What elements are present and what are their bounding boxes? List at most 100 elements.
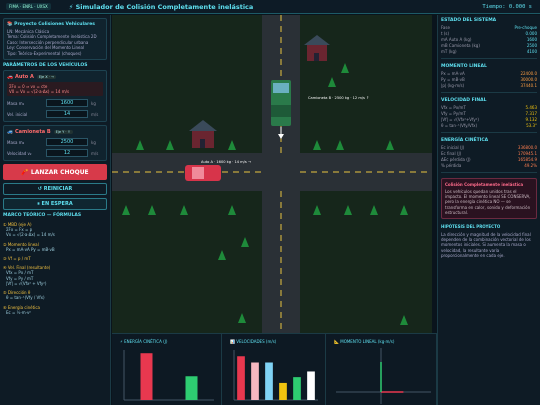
chart-panel: 📐 MOMENTO LINEAL (kg·m/s) — [326, 333, 437, 405]
hypothesis-text: La dirección y magnitud de la velocidad … — [441, 232, 531, 258]
row-label: Ec final (J) — [441, 151, 462, 156]
row-value: 0.000 — [525, 31, 537, 36]
vehicle-title: 🚙 Camioneta B — [7, 129, 51, 136]
status-row: ΔEc pérdida (J) 165854.9 — [441, 157, 537, 163]
theory: MARCO TEÓRICO — FÓRMULAS ① MBD (eje A) ΣFx… — [3, 213, 107, 315]
vehicle-name: 🚗 Auto A Eje X · → — [7, 74, 103, 80]
houses — [189, 35, 330, 148]
info-text: Los vehículos quedan unidos tras el impa… — [445, 189, 531, 215]
row-value: 53.3° — [526, 123, 537, 128]
field-input[interactable]: 14 — [46, 110, 88, 119]
section-title: PARÁMETROS DE LOS VEHÍCULOS — [3, 63, 88, 69]
status-row: θ = tan⁻¹(Vfy/Vfx) 53.3° — [441, 123, 537, 129]
field-label: Masa m₁ — [7, 100, 25, 106]
row-value: 9.132 — [525, 117, 537, 122]
theory-line: θ = tan⁻¹(Vfy / Vfx) — [6, 295, 45, 301]
theory-line: Px = mA·vA Py = mB·vB — [6, 246, 55, 252]
chart-title: ⚡ ENERGÍA CINÉTICA (J) — [120, 339, 168, 344]
project-line: Tipo: Teórico-Experimental (choques) — [7, 50, 82, 56]
field-unit: kg — [91, 139, 96, 145]
theory-line: Vfx = Px / mT — [6, 270, 34, 276]
chart-title: 📐 MOMENTO LINEAL (kg·m/s) — [334, 339, 395, 344]
vehicle-card: 🚗 Auto A Eje X · → ΣFx = 0 ⇒ vx = cte V0 = … — [3, 70, 107, 123]
theory-head: ④ Vel. Final (resultante) — [3, 265, 51, 271]
field: Velocidad v₂ 12 m/s — [7, 149, 103, 158]
field-unit: m/s — [91, 111, 99, 117]
field-unit: m/s — [91, 150, 99, 156]
row-value: Pre-choque — [514, 25, 537, 30]
chart-panel: ⚡ ENERGÍA CINÉTICA (J) — [112, 333, 222, 405]
row-label: mA Auto A (kg) — [441, 37, 472, 42]
vehicle-badge: Eje X · → — [36, 75, 56, 80]
row-label: |Vf| = √(Vfx²+Vfy²) — [441, 117, 479, 122]
status-row: Vfx = Px/mT 5.463 — [441, 105, 537, 111]
row-value: 1600 — [526, 37, 537, 42]
top-bar: FIMA · ENRL · UXSX ⚡ Simulador de Colisi… — [0, 0, 540, 14]
timer: Tiempo: 0.000 s — [482, 3, 532, 10]
field-label: Vel. inicial — [7, 111, 28, 117]
info-box: Colisión Completamente inelástica Los veh… — [441, 178, 537, 220]
status-row: % pérdida 49.2% — [441, 163, 537, 169]
status-row: mB Camioneta (kg) 2500 — [441, 43, 537, 49]
status-section: MOMENTO LINEAL Px = mA·vA 22400.0 Py = mB·v… — [441, 64, 537, 93]
truck-label: Camioneta B · 2500 kg · 12 m/s ↑ — [308, 96, 369, 100]
bar — [237, 356, 245, 400]
theory-head: ② Momento lineal — [3, 241, 39, 247]
hypothesis: HIPÓTESIS DEL PROYECTO La dirección y mag… — [441, 224, 537, 258]
row-label: mB Camioneta (kg) — [441, 43, 480, 48]
vehicle-badge: Eje Y · ↑ — [53, 130, 73, 135]
row-value: 336800.0 — [517, 145, 537, 150]
section-title: VELOCIDAD FINAL — [441, 98, 487, 103]
field: Vel. inicial 14 m/s — [7, 110, 103, 119]
status-row: Fase Pre-choque — [441, 25, 537, 31]
section-title: ENERGÍA CINÉTICA — [441, 138, 489, 143]
vehicle-card: 🚙 Camioneta B Eje Y · ↑ Masa m₂ 2500 kg Veloc… — [3, 125, 107, 162]
row-label: Py = mB·vB — [441, 77, 465, 82]
section-title: MOMENTO LINEAL — [441, 64, 487, 69]
formula: ΣFx = 0 ⇒ vx = cte — [9, 84, 48, 90]
bar — [279, 382, 287, 400]
row-label: Ec inicial (J) — [441, 145, 465, 150]
status-row: Ec final (J) 170945.1 — [441, 151, 537, 157]
field-unit: kg — [91, 100, 96, 106]
vehicle-title: 🚗 Auto A — [7, 74, 34, 81]
vehicle-name: 🚙 Camioneta B Eje Y · ↑ — [7, 129, 103, 135]
row-value: 5.463 — [525, 105, 537, 110]
row-value: 22400.0 — [520, 71, 537, 76]
button[interactable]: ↺ REINICIAR — [3, 183, 107, 196]
status-row: |Vf| = √(Vfx²+Vfy²) 9.132 — [441, 117, 537, 123]
project-card: 📚 Proyecto Colisiones Vehiculares LN: Mec… — [3, 18, 107, 61]
card-title: 📚 Proyecto Colisiones Vehiculares — [7, 22, 95, 27]
bar — [265, 362, 273, 400]
theory-head: ⑥ Energía cinética — [3, 304, 40, 310]
app-title: ⚡ Simulador de Colisión Completamente in… — [68, 2, 254, 11]
field-input[interactable]: 2500 — [46, 138, 88, 147]
chart-panel: 📊 VELOCIDADES (m/s) — [222, 333, 326, 405]
field-input[interactable]: 1600 — [46, 99, 88, 108]
theory-line: Vx = √(2·a·Δx) = 14 m/s — [6, 232, 55, 238]
formula-box: ΣFx = 0 ⇒ vx = cte V0 = Vx = √(2·a·Δx) = … — [7, 82, 103, 97]
field-label: Masa m₂ — [7, 139, 25, 145]
car — [185, 165, 221, 181]
status-row: Vfy = Py/mT 7.317 — [441, 111, 537, 117]
left-panel: 📚 Proyecto Colisiones Vehiculares LN: Mec… — [0, 15, 111, 405]
row-label: |p| (kg·m/s) — [441, 83, 465, 88]
status-section: ENERGÍA CINÉTICA Ec inicial (J) 336800.0 Ec… — [441, 138, 537, 173]
row-label: mT (kg) — [441, 49, 457, 54]
status-row: |p| (kg·m/s) 37440.1 — [441, 83, 537, 89]
status-row: mA Auto A (kg) 1600 — [441, 37, 537, 43]
trees — [122, 63, 408, 325]
row-label: Vfx = Px/mT — [441, 105, 466, 110]
field: Masa m₁ 1600 kg — [7, 99, 103, 108]
field-input[interactable]: 12 — [46, 149, 88, 158]
info-title: Colisión Completamente inelástica — [445, 182, 524, 187]
row-value: 165854.9 — [517, 157, 537, 162]
button[interactable]: ⏸ EN ESPERA — [3, 198, 107, 211]
status-row: Ec inicial (J) 336800.0 — [441, 145, 537, 151]
car-label: Auto A · 1600 kg · 14 m/s → — [201, 160, 251, 164]
bar — [307, 371, 315, 400]
button[interactable]: 🧨 LANZAR CHOQUE — [3, 164, 107, 181]
row-label: Fase — [441, 25, 450, 30]
row-label: Px = mA·vA — [441, 71, 465, 76]
